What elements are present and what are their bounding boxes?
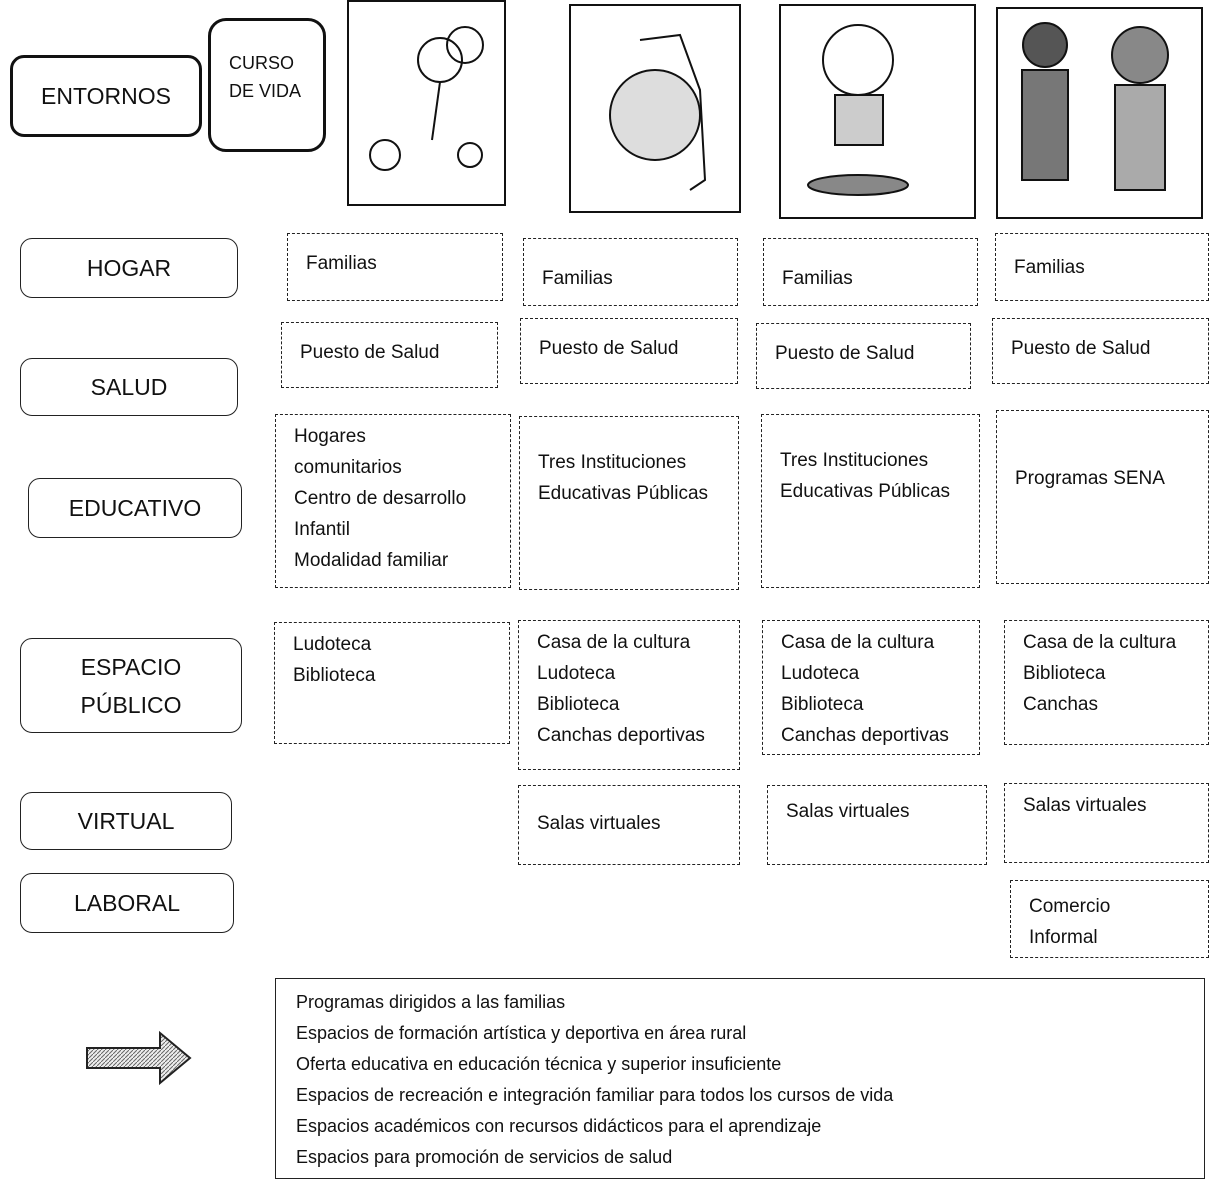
text: Casa de la cultura — [537, 632, 691, 653]
row-label: VIRTUAL — [20, 792, 232, 850]
text: Tres Instituciones — [538, 452, 687, 473]
text: CURSO — [229, 53, 295, 73]
cell: Tres Instituciones Educativas Públicas — [519, 416, 739, 590]
text: Salas virtuales — [1023, 795, 1147, 816]
text: Biblioteca — [781, 694, 864, 715]
cell: Ludoteca Biblioteca — [274, 622, 510, 744]
cell: Puesto de Salud — [756, 323, 971, 389]
summary: Programas dirigidos a las familias Espaci… — [275, 978, 1205, 1179]
text: Salas virtuales — [786, 801, 910, 822]
cell: Casa de la cultura Ludoteca Biblioteca Canc… — [762, 620, 980, 755]
illustrations — [347, 0, 1203, 219]
text: Familias — [306, 253, 377, 274]
cell: Familias — [523, 238, 738, 306]
text: VIRTUAL — [77, 808, 175, 834]
cell: Hogares comunitarios Centro de desarrollo I… — [275, 414, 511, 588]
row-label: SALUD — [20, 358, 238, 416]
text: Familias — [1014, 257, 1085, 278]
text: Programas SENA — [1015, 468, 1165, 489]
text: Educativas Públicas — [780, 481, 951, 502]
text: Infantil — [294, 519, 350, 540]
text: Puesto de Salud — [1011, 338, 1151, 359]
text: Programas dirigidos a las familias — [296, 992, 566, 1012]
cell: Salas virtuales — [767, 785, 987, 865]
text: Canchas — [1023, 694, 1098, 715]
cell: Puesto de Salud — [992, 318, 1209, 384]
text: Puesto de Salud — [539, 338, 679, 359]
cell: Familias — [287, 233, 503, 301]
text: Casa de la cultura — [1023, 632, 1177, 653]
cell: Puesto de Salud — [281, 322, 498, 388]
text: Ludoteca — [293, 634, 372, 655]
text: SALUD — [90, 374, 168, 400]
text: LABORAL — [73, 890, 181, 916]
text: Puesto de Salud — [300, 342, 440, 363]
text: Modalidad familiar — [294, 550, 449, 571]
text: ESPACIO — [80, 653, 182, 680]
text: Espacios académicos con recursos didácti… — [296, 1116, 822, 1136]
text: Biblioteca — [537, 694, 620, 715]
row-label: EDUCATIVO — [28, 478, 242, 538]
cell: Casa de la cultura Ludoteca Biblioteca Canc… — [518, 620, 740, 770]
text: Comercio — [1029, 896, 1111, 917]
text: Salas virtuales — [537, 813, 661, 834]
text: Oferta educativa en educación técnica y … — [296, 1054, 782, 1074]
cell: Tres Instituciones Educativas Públicas — [761, 414, 980, 588]
text: Puesto de Salud — [775, 343, 915, 364]
text: Familias — [782, 268, 853, 289]
text: DE VIDA — [229, 81, 302, 101]
text: Educativas Públicas — [538, 483, 709, 504]
cell: Salas virtuales — [518, 785, 740, 865]
header-row-label: ENTORNOS — [10, 55, 202, 137]
text: Centro de desarrollo — [294, 488, 467, 509]
text: Canchas deportivas — [781, 725, 949, 746]
text: Casa de la cultura — [781, 632, 935, 653]
cell: Salas virtuales — [1004, 783, 1209, 863]
text: Espacios para promoción de servicios de … — [296, 1147, 673, 1167]
text: Biblioteca — [293, 665, 376, 686]
cell: Familias — [995, 233, 1209, 301]
text: Ludoteca — [537, 663, 616, 684]
text: Familias — [542, 268, 613, 289]
cell: Programas SENA — [996, 410, 1209, 584]
cell: Comercio Informal — [1010, 880, 1209, 958]
cell: Puesto de Salud — [520, 318, 738, 384]
row-label: HOGAR — [20, 238, 238, 298]
row-label: LABORAL — [20, 873, 234, 933]
cell: Familias — [763, 238, 978, 306]
text: PÚBLICO — [80, 691, 182, 718]
row-label: ESPACIO PÚBLICO — [20, 638, 242, 733]
text: ENTORNOS — [41, 83, 171, 109]
text: HOGAR — [86, 255, 172, 281]
text: comunitarios — [294, 457, 402, 478]
text: Canchas deportivas — [537, 725, 705, 746]
text: Espacios de formación artística y deport… — [296, 1023, 747, 1043]
text: EDUCATIVO — [68, 495, 202, 521]
text: Tres Instituciones — [780, 450, 929, 471]
text: Ludoteca — [781, 663, 860, 684]
header-column-label: CURSO DE VIDA — [208, 18, 326, 152]
cell: Casa de la cultura Biblioteca Canchas — [1004, 620, 1209, 745]
text: Informal — [1029, 927, 1098, 948]
text: Biblioteca — [1023, 663, 1106, 684]
arrow — [86, 1030, 192, 1086]
text: Hogares — [294, 426, 366, 447]
text: Espacios de recreación e integración fam… — [296, 1085, 894, 1105]
